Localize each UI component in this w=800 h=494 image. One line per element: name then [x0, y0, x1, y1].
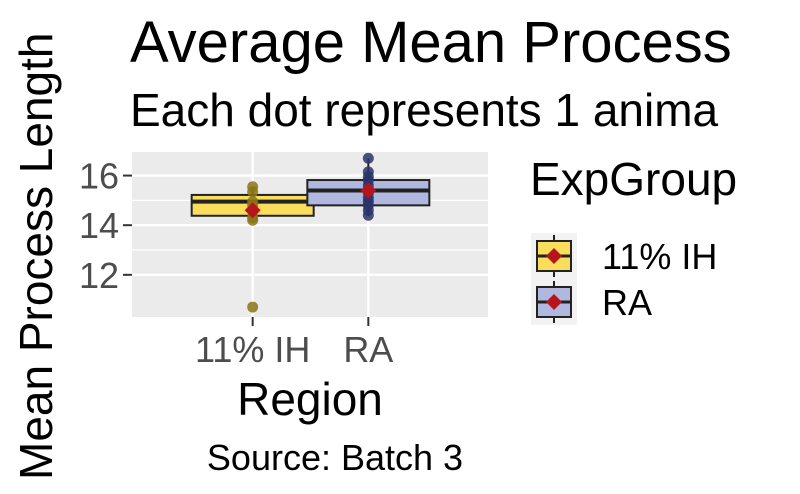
- legend-key-mean: [546, 248, 562, 264]
- y-tick-label: 14: [79, 205, 119, 246]
- x-axis-title: Region: [237, 373, 383, 425]
- legend-title: ExpGroup: [530, 153, 737, 205]
- legend-label: 11% IH: [602, 236, 717, 277]
- data-point: [247, 214, 259, 226]
- chart-title: Average Mean Process: [130, 10, 732, 75]
- x-tick-label: 11% IH: [195, 329, 310, 370]
- y-tick-label: 16: [79, 156, 119, 197]
- legend-label: RA: [602, 282, 652, 323]
- mean-marker: [360, 182, 377, 199]
- data-point: [362, 209, 374, 221]
- data-point: [247, 186, 259, 198]
- legend-item-0: 11% IH: [531, 233, 717, 279]
- boxplots: [190, 152, 431, 313]
- chart-subtitle: Each dot represents 1 anima: [130, 84, 719, 136]
- mean-marker: [244, 202, 261, 219]
- legend-key-mean: [546, 294, 562, 310]
- chart-caption: Source: Batch 3: [207, 437, 463, 478]
- x-axis: 11% IH RA: [195, 317, 393, 370]
- x-tick-label: RA: [343, 329, 393, 370]
- data-point: [362, 152, 374, 164]
- y-axis: 12 14 16: [79, 156, 132, 296]
- y-axis-title: Mean Process Length: [10, 33, 62, 481]
- legend: 11% IH RA: [531, 233, 717, 325]
- boxplot-0: [190, 181, 315, 313]
- boxplot-1: [306, 152, 431, 221]
- legend-item-1: RA: [531, 279, 652, 325]
- y-tick-label: 12: [79, 255, 119, 296]
- data-point: [247, 301, 259, 313]
